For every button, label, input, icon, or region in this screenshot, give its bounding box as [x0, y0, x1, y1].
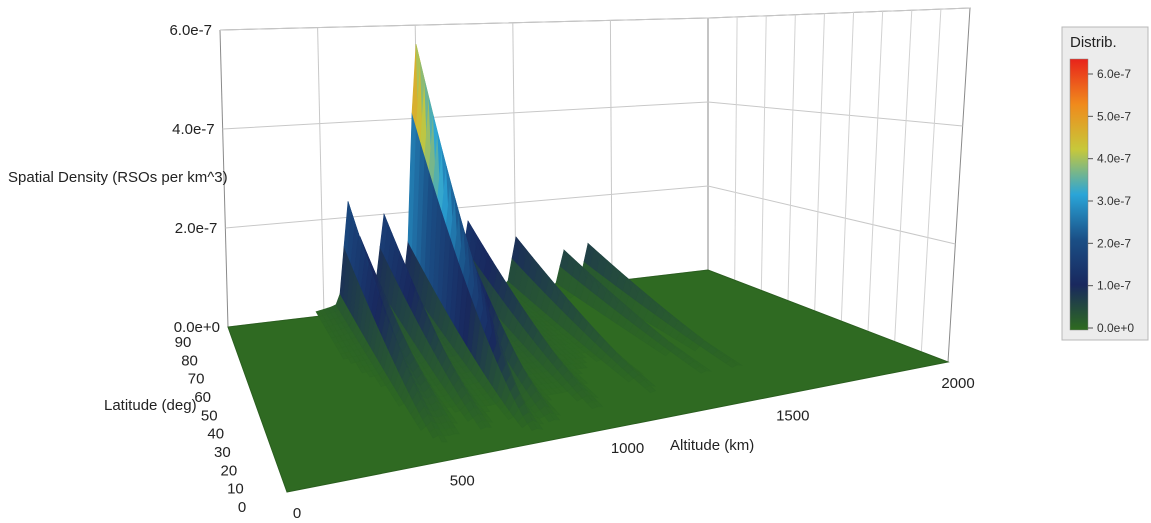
y-tick-label: 70 [188, 371, 205, 388]
surface-cell [549, 407, 562, 416]
latitude-gridline [920, 9, 942, 352]
surface-cell [591, 400, 604, 408]
z-tick-label: 4.0e-7 [172, 121, 215, 138]
surface-cell [437, 435, 448, 443]
surface-cell [541, 394, 553, 401]
latitude-gridline [894, 10, 913, 342]
latitude-gridline [734, 16, 738, 281]
z-tick-label: 0.0e+0 [174, 319, 220, 336]
density-surface [227, 44, 950, 493]
surface-cell [730, 359, 743, 366]
colorbar-ticks: 0.0e+0 1.0e-7 2.0e-7 3.0e-7 4.0e-7 5.0e-7 6.0e… [1088, 67, 1134, 335]
y-tick-label: 30 [214, 444, 231, 461]
colorbar-tick-label: 5.0e-7 [1097, 109, 1131, 123]
x-tick-label: 2000 [941, 375, 974, 392]
y-tick-label: 0 [238, 499, 246, 516]
y-tick-label: 90 [175, 334, 192, 351]
y-axis-label: Latitude (deg) [104, 397, 197, 414]
colorbar: Distrib. 0.0e+0 1.0e-7 2.0e-7 3.0e-7 4.0e-7 5… [1061, 26, 1149, 341]
surface-cell [643, 379, 657, 387]
y-tick-label: 50 [201, 407, 218, 424]
colorbar-tick-label: 2.0e-7 [1097, 236, 1131, 250]
surface-cell [575, 352, 587, 359]
surface-cell [632, 366, 644, 375]
colorbar-gradient [1069, 58, 1089, 331]
y-tick-label: 40 [207, 426, 224, 443]
latitude-gridline [787, 14, 796, 301]
surface-cell [549, 412, 561, 421]
x-tick-label: 0 [293, 505, 301, 522]
surface-cell [575, 357, 588, 364]
latitude-gridline [867, 11, 884, 332]
surface-cell [480, 405, 491, 413]
x-tick-label: 1000 [611, 440, 644, 457]
axis-ticks: 0.0e+02.0e-74.0e-76.0e-70500100015002000… [169, 22, 974, 522]
z-gridline [222, 101, 963, 130]
altitude-gridline [317, 27, 325, 316]
z-axis-label: Spatial Density (RSOs per km^3) [8, 169, 228, 186]
colorbar-tick-label: 1.0e-7 [1097, 279, 1131, 293]
z-tick-label: 6.0e-7 [169, 22, 212, 39]
colorbar-tick-label: 0.0e+0 [1097, 321, 1134, 335]
altitude-gridline [609, 20, 613, 282]
latitude-gridline [814, 13, 825, 311]
latitude-gridline [840, 12, 855, 322]
y-tick-label: 60 [194, 389, 211, 406]
y-tick-label: 10 [227, 481, 244, 498]
surface-cell [587, 390, 600, 399]
surface-cell [450, 427, 461, 435]
surface-cell [482, 415, 494, 423]
surface-cell [481, 420, 493, 428]
colorbar-tick-label: 3.0e-7 [1097, 194, 1131, 208]
surface-cell [447, 416, 459, 424]
latitude-gridline [760, 15, 767, 291]
x-tick-label: 1500 [776, 408, 809, 425]
chart-gridlines [219, 7, 971, 363]
z-gridline [219, 7, 971, 31]
surface-cell [532, 420, 544, 430]
z-tick-label: 2.0e-7 [175, 220, 218, 237]
surface-cell [644, 385, 657, 394]
y-tick-label: 80 [181, 352, 198, 369]
back-wall-left-edge [219, 29, 229, 328]
surface-cell [576, 362, 588, 369]
colorbar-title: Distrib. [1070, 34, 1117, 51]
x-axis-label: Altitude (km) [670, 437, 754, 454]
surface-cell [571, 368, 584, 375]
colorbar-tick-label: 4.0e-7 [1097, 152, 1131, 166]
surface-cell [576, 378, 589, 384]
y-tick-label: 20 [221, 462, 238, 479]
x-tick-label: 500 [450, 473, 475, 490]
surface-cell [533, 415, 545, 425]
surface-cell [699, 365, 712, 372]
colorbar-tick-label: 6.0e-7 [1097, 67, 1131, 81]
